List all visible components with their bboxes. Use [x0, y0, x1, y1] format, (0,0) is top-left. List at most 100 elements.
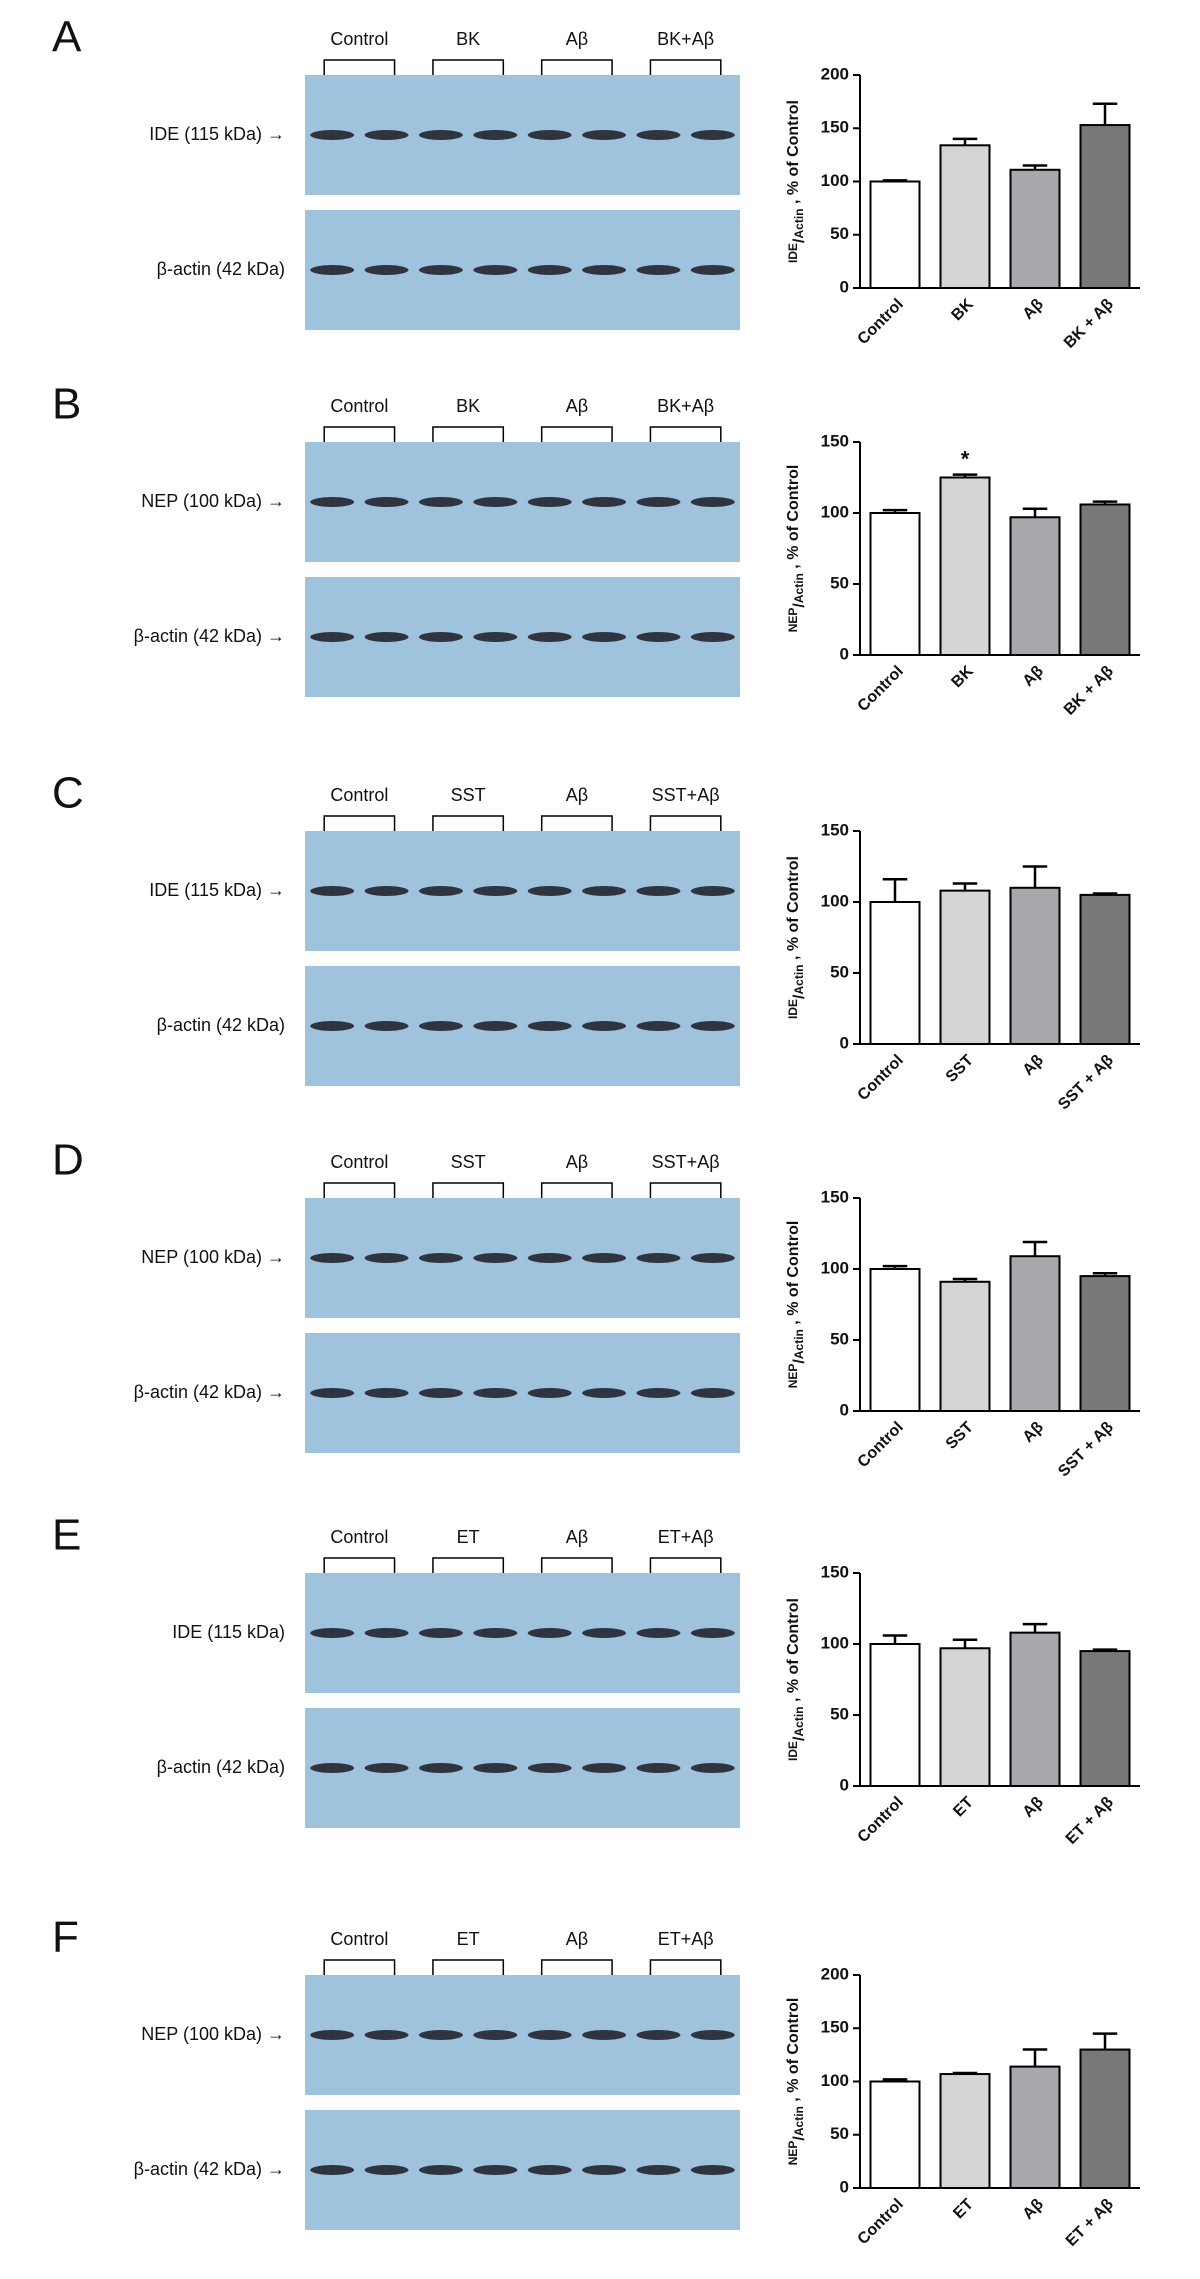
blot-band — [473, 1021, 518, 1031]
y-tick-label: 0 — [840, 2177, 849, 2196]
lane-group-label: Control — [330, 1929, 388, 1949]
lane-bracket — [649, 1557, 722, 1576]
y-tick-label: 200 — [821, 64, 849, 83]
blot-band — [418, 886, 463, 896]
y-axis-label-part: Actin — [792, 1329, 806, 1359]
blot-band — [418, 2165, 463, 2175]
blot-band — [582, 1253, 627, 1263]
y-tick-label: 100 — [821, 502, 849, 521]
error-bar — [1092, 892, 1118, 895]
y-axis-label-part: , % of Control — [785, 856, 802, 964]
bar — [1079, 1650, 1131, 1787]
y-tick-label: 100 — [821, 171, 849, 190]
protein-label: β-actin (42 kDa) — [157, 259, 285, 279]
bar — [1079, 2048, 1131, 2189]
error-bar — [1022, 1240, 1048, 1257]
error-bar — [1022, 1622, 1048, 1633]
x-tick-label: Aβ — [1020, 663, 1047, 690]
y-tick-label: 150 — [821, 1187, 849, 1206]
blot-band — [310, 1388, 355, 1398]
blot-band — [527, 2165, 572, 2175]
lane-group-label: Control — [330, 785, 388, 805]
lane-group-label: Aβ — [566, 396, 588, 416]
blot-band — [636, 1253, 681, 1263]
blot-band — [418, 497, 463, 507]
error-bar — [1022, 507, 1048, 518]
x-tick-label: BK — [948, 295, 977, 324]
lane-group-label: Control — [330, 1152, 388, 1172]
bar — [869, 2080, 921, 2189]
blot-band — [418, 632, 463, 642]
y-axis-label-part: NEP — [786, 608, 800, 633]
lane-bracket — [432, 59, 505, 78]
lane-group-label: ET — [457, 1527, 480, 1547]
blot-band — [690, 1253, 735, 1263]
blot-band — [636, 1628, 681, 1638]
lane-bracket — [323, 1182, 396, 1201]
y-tick-label: 50 — [830, 573, 849, 592]
x-tick-label: Control — [855, 296, 907, 348]
x-tick-label: Aβ — [1020, 2196, 1047, 2223]
blot-band — [364, 1253, 409, 1263]
x-tick-label: Control — [855, 663, 907, 715]
blot-band — [473, 497, 518, 507]
y-axis-label: NEP/Actin , % of Control — [785, 1221, 808, 1389]
lane-group-label: Control — [330, 29, 388, 49]
x-tick-label: Control — [855, 2196, 907, 2248]
error-bar — [1092, 102, 1118, 126]
x-tick-label: Control — [855, 1794, 907, 1846]
blot-band — [418, 130, 463, 140]
blot-band — [582, 632, 627, 642]
lane-bracket — [432, 1557, 505, 1576]
bar — [1009, 886, 1061, 1045]
error-bar — [952, 2071, 978, 2075]
panel: B Control BK Aβ BK+Aβ NEP (100 kDa) → β-actin … — [52, 380, 1140, 719]
blot-band — [310, 265, 355, 275]
bar — [869, 512, 921, 656]
protein-label: β-actin (42 kDa) → — [134, 626, 285, 646]
y-axis-label: IDE/Actin , % of Control — [785, 100, 808, 263]
lane-group-label: SST+Aβ — [652, 1152, 720, 1172]
protein-label: NEP (100 kDa) → — [141, 491, 285, 511]
blot-band — [527, 497, 572, 507]
y-axis-label: IDE/Actin , % of Control — [785, 856, 808, 1019]
blot-band — [690, 2165, 735, 2175]
y-tick-label: 150 — [821, 431, 849, 450]
protein-label: β-actin (42 kDa) — [157, 1015, 285, 1035]
y-tick-label: 0 — [840, 1033, 849, 1052]
y-axis-label-part: / — [791, 1359, 808, 1364]
y-tick-label: 50 — [830, 2124, 849, 2143]
x-tick-label: BK + Aβ — [1061, 663, 1117, 719]
blot-band — [364, 1628, 409, 1638]
blot-band — [473, 265, 518, 275]
bar — [869, 1268, 921, 1412]
error-bar — [1092, 2032, 1118, 2050]
y-axis-label-part: Actin — [792, 573, 806, 603]
error-bar — [1092, 1272, 1118, 1277]
blot-band — [364, 130, 409, 140]
y-axis-label-part: Actin — [792, 964, 806, 994]
bar — [939, 1647, 991, 1787]
blot-band — [582, 265, 627, 275]
lane-group-label: Aβ — [566, 29, 588, 49]
x-tick-label: ET + Aβ — [1063, 2196, 1117, 2250]
bar — [1009, 1631, 1061, 1787]
blot-band — [418, 1253, 463, 1263]
blot-band — [364, 886, 409, 896]
error-bar — [1022, 2048, 1048, 2067]
blot-band — [418, 1763, 463, 1773]
lane-bracket — [432, 1182, 505, 1201]
blot-band — [527, 130, 572, 140]
y-tick-label: 0 — [840, 1775, 849, 1794]
y-axis-label-part: IDE — [786, 999, 800, 1019]
y-axis-label-part: IDE — [786, 1741, 800, 1761]
lane-group-label: BK — [456, 396, 480, 416]
blot-band — [310, 1628, 355, 1638]
blot-band — [418, 2030, 463, 2040]
y-axis-label-part: Actin — [792, 2106, 806, 2136]
bar — [1079, 893, 1131, 1045]
blot-band — [418, 1628, 463, 1638]
error-bar — [1022, 865, 1048, 888]
bar — [1009, 1255, 1061, 1412]
